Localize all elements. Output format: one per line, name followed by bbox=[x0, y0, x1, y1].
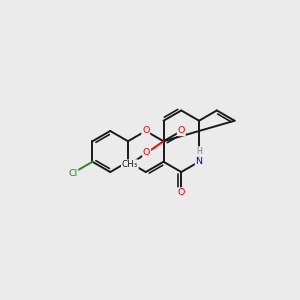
Text: H: H bbox=[196, 147, 202, 156]
Text: O: O bbox=[178, 188, 185, 197]
Text: O: O bbox=[142, 127, 149, 136]
Text: O: O bbox=[178, 127, 185, 136]
Text: Cl: Cl bbox=[68, 169, 77, 178]
Text: O: O bbox=[143, 148, 150, 158]
Text: CH₃: CH₃ bbox=[122, 160, 138, 169]
Text: N: N bbox=[196, 157, 202, 166]
